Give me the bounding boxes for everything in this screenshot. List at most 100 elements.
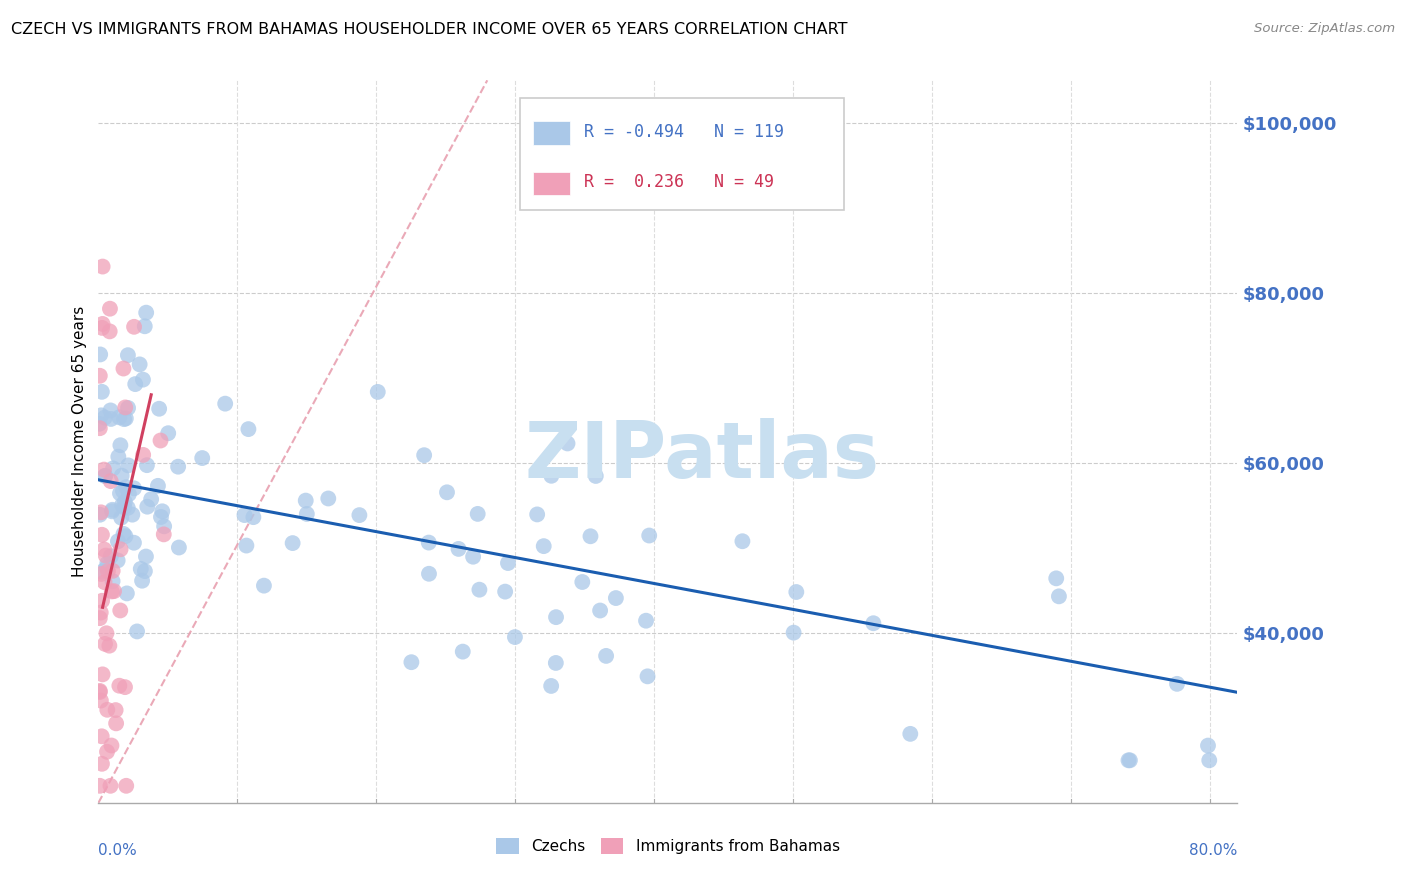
Point: [157, 426, 180, 441]
Point: [101, 564, 124, 578]
Point: [111, 468, 134, 483]
Point: [637, 669, 659, 683]
Point: [94, 468, 117, 483]
Point: [401, 655, 423, 669]
Point: [112, 500, 135, 515]
Point: [132, 448, 155, 462]
Point: [540, 468, 562, 483]
Point: [124, 377, 146, 392]
Point: [89, 368, 111, 383]
Point: [605, 591, 627, 605]
Point: [90, 566, 112, 581]
Point: [557, 436, 579, 450]
Point: [107, 534, 129, 549]
Point: [122, 319, 145, 334]
Point: [128, 358, 150, 372]
Y-axis label: Householder Income Over 65 years: Householder Income Over 65 years: [72, 306, 87, 577]
Point: [96, 557, 118, 571]
Point: [136, 500, 159, 514]
Text: R = -0.494   N = 119: R = -0.494 N = 119: [583, 122, 783, 141]
Point: [104, 703, 127, 717]
Text: Source: ZipAtlas.com: Source: ZipAtlas.com: [1254, 22, 1395, 36]
Point: [90, 409, 112, 423]
Point: [461, 549, 484, 564]
Point: [150, 510, 173, 524]
Point: [114, 680, 136, 694]
Point: [451, 645, 474, 659]
Point: [785, 585, 807, 599]
Point: [526, 508, 548, 522]
Point: [97, 564, 120, 578]
Point: [242, 510, 264, 524]
Point: [100, 584, 122, 599]
Point: [152, 527, 174, 541]
FancyBboxPatch shape: [533, 121, 569, 145]
Point: [148, 401, 170, 416]
Point: [100, 549, 122, 564]
Point: [110, 542, 132, 557]
Point: [115, 779, 138, 793]
Point: [89, 417, 111, 431]
Point: [96, 745, 118, 759]
Point: [468, 582, 491, 597]
Point: [413, 448, 436, 462]
Point: [112, 361, 135, 376]
Point: [100, 412, 122, 426]
Point: [89, 347, 111, 361]
Point: [91, 667, 114, 681]
Point: [167, 541, 190, 555]
Point: [1118, 753, 1140, 767]
Point: [108, 679, 131, 693]
Point: [98, 324, 121, 338]
Point: [90, 505, 112, 519]
Point: [112, 412, 135, 426]
Point: [114, 529, 136, 543]
Point: [89, 421, 111, 435]
Point: [94, 637, 117, 651]
Point: [115, 586, 138, 600]
Point: [103, 584, 125, 599]
Point: [91, 565, 114, 579]
Point: [167, 459, 190, 474]
Point: [436, 485, 458, 500]
Point: [90, 693, 112, 707]
Point: [135, 306, 157, 320]
Point: [96, 703, 118, 717]
Point: [118, 487, 141, 501]
Point: [149, 434, 172, 448]
Point: [107, 450, 129, 464]
Point: [117, 500, 139, 515]
Point: [235, 539, 257, 553]
Point: [121, 508, 143, 522]
Point: [100, 779, 122, 793]
Point: [112, 527, 135, 541]
Point: [1166, 677, 1188, 691]
Point: [96, 626, 118, 640]
Point: [447, 541, 470, 556]
Point: [90, 384, 112, 399]
Point: [96, 560, 118, 574]
Point: [367, 384, 389, 399]
Point: [1197, 739, 1219, 753]
Point: [98, 301, 121, 316]
Point: [146, 479, 169, 493]
Point: [117, 401, 139, 415]
Point: [98, 639, 121, 653]
Point: [595, 648, 617, 663]
Point: [89, 685, 111, 699]
Point: [589, 603, 612, 617]
Point: [281, 536, 304, 550]
Point: [94, 549, 117, 563]
Point: [122, 481, 145, 495]
Point: [105, 716, 128, 731]
Point: [101, 461, 124, 475]
Legend: Czechs, Immigrants from Bahamas: Czechs, Immigrants from Bahamas: [489, 832, 846, 860]
Point: [191, 451, 214, 466]
Point: [1045, 571, 1067, 585]
Point: [100, 474, 122, 488]
Point: [141, 492, 163, 507]
Point: [114, 401, 136, 415]
Point: [862, 616, 884, 631]
Point: [89, 779, 111, 793]
Point: [638, 528, 661, 542]
